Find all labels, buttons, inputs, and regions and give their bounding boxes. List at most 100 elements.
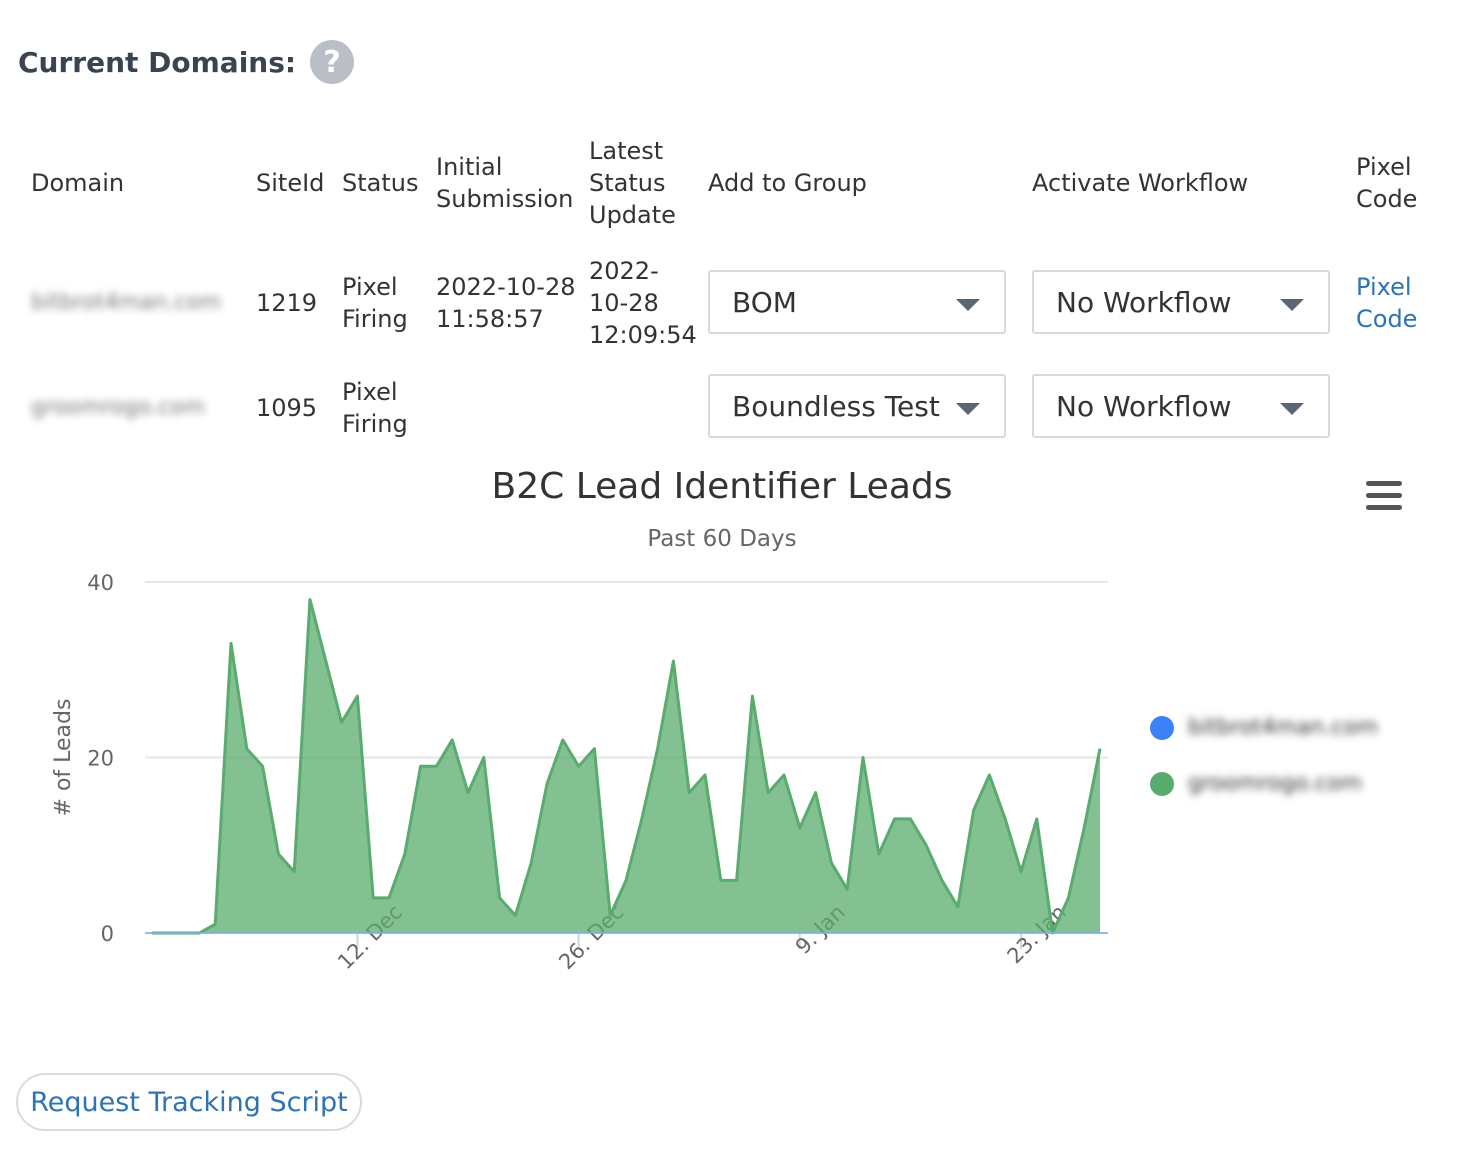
status-line: Firing xyxy=(342,410,408,438)
data-point xyxy=(230,642,232,644)
data-point xyxy=(941,879,943,881)
data-point xyxy=(830,862,832,864)
data-point xyxy=(625,879,627,881)
data-point xyxy=(720,879,722,881)
link-line: Pixel xyxy=(1356,273,1412,301)
header-line: Initial xyxy=(436,153,503,181)
menu-bar xyxy=(1366,493,1402,498)
data-point xyxy=(799,827,801,829)
data-point xyxy=(1004,818,1006,820)
data-point xyxy=(546,783,548,785)
caret-down-icon xyxy=(956,299,980,311)
link-line: Code xyxy=(1356,305,1418,333)
siteid-cell: 1219 xyxy=(256,289,318,317)
time-line: 11:58:57 xyxy=(436,305,544,333)
data-point xyxy=(214,923,216,925)
data-point xyxy=(309,599,311,601)
data-point xyxy=(356,695,358,697)
date-line: 10-28 xyxy=(589,289,659,317)
data-point xyxy=(957,906,959,908)
y-tick-label: 0 xyxy=(101,922,114,946)
data-point xyxy=(578,765,580,767)
data-point xyxy=(909,818,911,820)
data-point xyxy=(609,914,611,916)
column-header-initial-submission: Initial Submission xyxy=(436,151,573,215)
legend-item[interactable]: bitbrot4man.com xyxy=(1150,715,1378,740)
chart-title: B2C Lead Identifier Leads xyxy=(491,466,953,507)
data-point xyxy=(562,739,564,741)
request-tracking-script-button[interactable]: Request Tracking Script xyxy=(16,1073,362,1131)
domain-cell: bitbrot4man.com xyxy=(31,290,222,315)
date-line: 2022-10-28 xyxy=(436,273,576,301)
data-point xyxy=(420,765,422,767)
chart-subtitle: Past 60 Days xyxy=(647,526,797,552)
header-line: Latest xyxy=(589,137,664,165)
y-tick-label: 20 xyxy=(87,747,114,771)
current-domains-heading: Current Domains: ? xyxy=(18,40,355,84)
workflow-select[interactable]: No Workflow xyxy=(1032,374,1330,438)
caret-down-icon xyxy=(1280,299,1304,311)
data-point xyxy=(988,774,990,776)
data-point xyxy=(783,774,785,776)
data-point xyxy=(593,748,595,750)
group-select[interactable]: Boundless Test xyxy=(708,374,1006,438)
data-point xyxy=(262,765,264,767)
data-point xyxy=(862,757,864,758)
data-point xyxy=(404,853,406,855)
data-point xyxy=(688,792,690,794)
legend-marker-blue xyxy=(1150,715,1174,740)
legend-label: bitbrot4man.com xyxy=(1188,715,1379,740)
header-line: Status xyxy=(589,169,666,197)
data-point xyxy=(1036,818,1038,820)
legend-item[interactable]: groomrogo.com xyxy=(1150,771,1362,796)
header-line: Submission xyxy=(436,185,574,213)
data-point xyxy=(341,721,343,723)
group-select[interactable]: BOM xyxy=(708,270,1006,334)
pixel-code-link[interactable]: Pixel Code xyxy=(1356,271,1417,335)
data-point xyxy=(293,871,295,873)
data-point xyxy=(467,792,469,794)
date-line: 2022- xyxy=(589,257,659,285)
data-point xyxy=(530,862,532,864)
group-select-value: BOM xyxy=(732,285,797,319)
menu-bar xyxy=(1366,481,1402,486)
header-line: Code xyxy=(1356,185,1418,213)
column-header-domain: Domain xyxy=(31,169,125,197)
header-line: Pixel xyxy=(1356,153,1412,181)
data-point xyxy=(483,757,485,758)
data-point xyxy=(704,774,706,776)
data-point xyxy=(736,879,738,881)
hamburger-menu-icon[interactable] xyxy=(1366,481,1402,511)
workflow-select[interactable]: No Workflow xyxy=(1032,270,1330,334)
domain-cell: groomrogo.com xyxy=(31,395,205,420)
data-point xyxy=(388,897,390,899)
data-point xyxy=(246,748,248,750)
status-line: Firing xyxy=(342,305,408,333)
caret-down-icon xyxy=(956,403,980,415)
time-line: 12:09:54 xyxy=(589,321,697,349)
question-circle-icon[interactable]: ? xyxy=(310,40,355,84)
column-header-activate-workflow: Activate Workflow xyxy=(1032,169,1249,197)
status-cell: Pixel Firing xyxy=(342,271,408,335)
data-point xyxy=(277,853,279,855)
status-cell: Pixel Firing xyxy=(342,376,408,440)
column-header-status: Status xyxy=(342,169,419,197)
data-point xyxy=(815,792,817,794)
data-point xyxy=(451,739,453,741)
siteid-cell: 1095 xyxy=(256,394,318,422)
data-point xyxy=(641,818,643,820)
data-point xyxy=(657,748,659,750)
legend-label: groomrogo.com xyxy=(1188,771,1362,796)
data-point xyxy=(973,809,975,811)
workflow-select-value: No Workflow xyxy=(1056,285,1232,319)
data-point xyxy=(1020,871,1022,873)
status-line: Pixel xyxy=(342,273,398,301)
caret-down-icon xyxy=(1280,403,1304,415)
data-point xyxy=(325,660,327,662)
page-title: Current Domains: xyxy=(18,45,297,79)
data-point xyxy=(672,660,674,662)
data-point xyxy=(1083,827,1085,829)
column-header-latest-status-update: Latest Status Update xyxy=(589,135,676,231)
series-area xyxy=(152,599,1100,933)
